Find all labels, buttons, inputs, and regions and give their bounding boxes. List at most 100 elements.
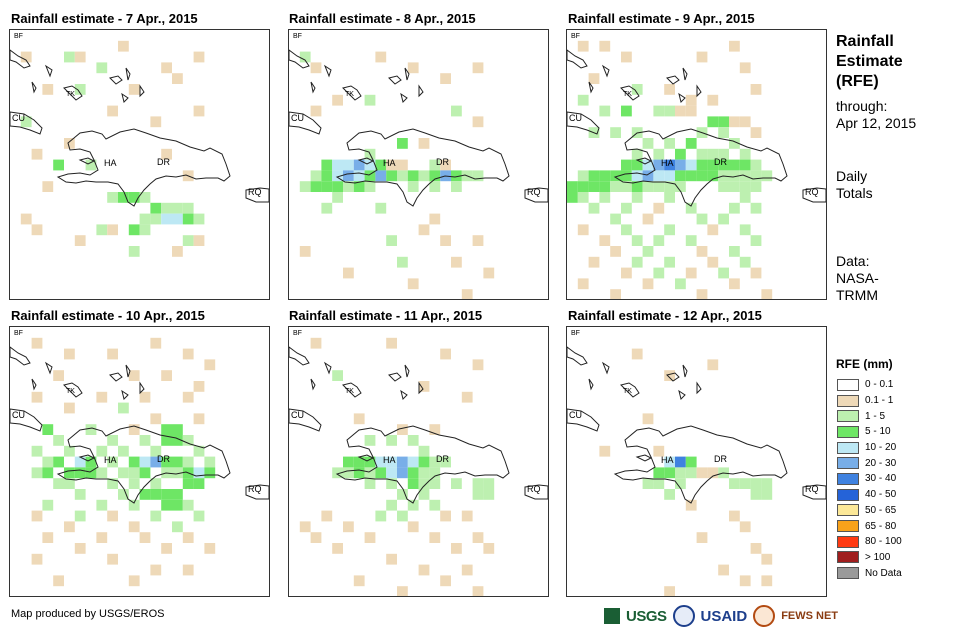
rainfall-cell bbox=[729, 181, 740, 192]
rainfall-cell bbox=[107, 348, 118, 360]
rainfall-cell bbox=[353, 456, 365, 468]
rainfall-cell bbox=[364, 456, 376, 468]
rainfall-cell bbox=[729, 510, 740, 522]
rainfall-cell bbox=[472, 235, 484, 246]
rainfall-cell bbox=[631, 181, 643, 192]
rainfall-cell bbox=[74, 51, 86, 63]
rainfall-cell bbox=[118, 489, 129, 500]
rainfall-cell bbox=[20, 51, 32, 63]
rainfall-cell bbox=[128, 467, 140, 479]
rainfall-cell bbox=[599, 105, 611, 117]
rainfall-cell bbox=[161, 213, 172, 225]
map-panel-apr9: BF TK CU HA DR RQ bbox=[566, 29, 827, 300]
rainfall-cell bbox=[161, 202, 172, 214]
side-title: Rainfall Estimate (RFE) bbox=[836, 32, 903, 92]
rainfall-cell bbox=[364, 467, 376, 479]
fewsnet-logo-text: FEWS NET bbox=[781, 610, 839, 622]
rainfall-cell bbox=[440, 73, 451, 84]
rainfall-cell bbox=[685, 499, 697, 511]
rainfall-cell bbox=[750, 181, 762, 192]
rainfall-cell bbox=[364, 159, 376, 171]
rainfall-cell bbox=[407, 181, 419, 192]
rainfall-cell bbox=[343, 521, 354, 533]
rainfall-cell bbox=[664, 192, 675, 203]
rainfall-cell bbox=[664, 456, 675, 468]
rainfall-cell bbox=[375, 456, 387, 468]
rainfall-cell bbox=[42, 532, 54, 543]
rainfall-cell bbox=[182, 348, 194, 360]
rainfall-cell bbox=[397, 170, 408, 182]
rainfall-cell bbox=[128, 424, 140, 435]
rainfall-cell bbox=[653, 105, 665, 117]
coastline bbox=[44, 64, 53, 78]
rainfall-cell bbox=[472, 170, 484, 182]
legend-label: 20 - 30 bbox=[865, 457, 897, 469]
rainfall-cell bbox=[418, 381, 430, 392]
rainfall-cell bbox=[664, 138, 675, 149]
rainfall-cell bbox=[118, 402, 129, 414]
legend-label: No Data bbox=[865, 567, 902, 579]
rainfall-cell bbox=[161, 543, 172, 554]
rainfall-cell bbox=[621, 267, 632, 279]
rainfall-cell bbox=[64, 51, 75, 63]
rainfall-cell bbox=[696, 159, 708, 171]
panel-title-apr10: Rainfall estimate - 10 Apr., 2015 bbox=[11, 308, 205, 323]
coastline bbox=[682, 364, 688, 378]
rainfall-cell bbox=[85, 467, 97, 479]
coastline bbox=[31, 378, 37, 391]
rainfall-cell bbox=[642, 246, 654, 257]
rainfall-cell bbox=[193, 413, 205, 425]
rainfall-cell bbox=[642, 278, 654, 290]
rainfall-cell bbox=[64, 478, 75, 489]
rainfall-cell bbox=[567, 192, 578, 203]
rainfall-cell bbox=[193, 105, 205, 117]
rainfall-cell bbox=[761, 289, 773, 299]
coastline bbox=[78, 157, 96, 165]
coastline bbox=[109, 372, 123, 382]
side-title-line2: Estimate bbox=[836, 53, 903, 70]
coastline bbox=[245, 187, 269, 203]
rainfall-cell bbox=[343, 467, 354, 479]
coastline bbox=[56, 128, 231, 207]
rainfall-cell bbox=[310, 532, 322, 543]
rainfall-cell bbox=[664, 256, 675, 268]
coastline bbox=[613, 128, 788, 207]
coastline bbox=[524, 484, 548, 500]
rainfall-cell bbox=[588, 181, 600, 192]
map-label-bf: BF bbox=[293, 330, 302, 337]
rainfall-cell bbox=[343, 267, 354, 279]
rainfall-cell bbox=[53, 478, 64, 489]
coastline bbox=[342, 85, 362, 101]
map-label-cu: CU bbox=[569, 113, 582, 123]
rainfall-cell bbox=[631, 256, 643, 268]
coastline bbox=[10, 408, 43, 432]
coastline bbox=[63, 85, 83, 101]
rainfall-cell bbox=[364, 181, 376, 192]
rainfall-cell bbox=[128, 575, 140, 587]
coastline bbox=[10, 111, 43, 135]
rainfall-cell bbox=[182, 499, 194, 511]
rainfall-cell bbox=[107, 478, 118, 489]
legend-item: 30 - 40 bbox=[837, 471, 902, 487]
rainfall-cell bbox=[42, 84, 54, 95]
rainfall-cell bbox=[577, 181, 589, 192]
rainfall-cell bbox=[664, 370, 675, 381]
map-label-rq: RQ bbox=[527, 484, 541, 494]
rainfall-cell bbox=[577, 40, 589, 52]
rainfall-cell bbox=[128, 456, 140, 468]
rainfall-cell bbox=[31, 445, 43, 457]
rainfall-cell bbox=[407, 278, 419, 290]
rainfall-cell bbox=[577, 192, 589, 203]
rainfall-cell bbox=[172, 246, 183, 257]
panel-title-apr7: Rainfall estimate - 7 Apr., 2015 bbox=[11, 11, 198, 26]
rainfall-cell bbox=[64, 138, 75, 149]
through-block: through: Apr 12, 2015 bbox=[836, 98, 916, 132]
rainfall-cell bbox=[729, 478, 740, 489]
rainfall-cell bbox=[685, 138, 697, 149]
coastline bbox=[620, 382, 640, 398]
rainfall-cell bbox=[53, 435, 64, 446]
data-line3: TRMM bbox=[836, 287, 878, 303]
rainfall-cell bbox=[653, 267, 665, 279]
rainfall-cell bbox=[429, 467, 441, 479]
rainfall-cell bbox=[150, 489, 162, 500]
